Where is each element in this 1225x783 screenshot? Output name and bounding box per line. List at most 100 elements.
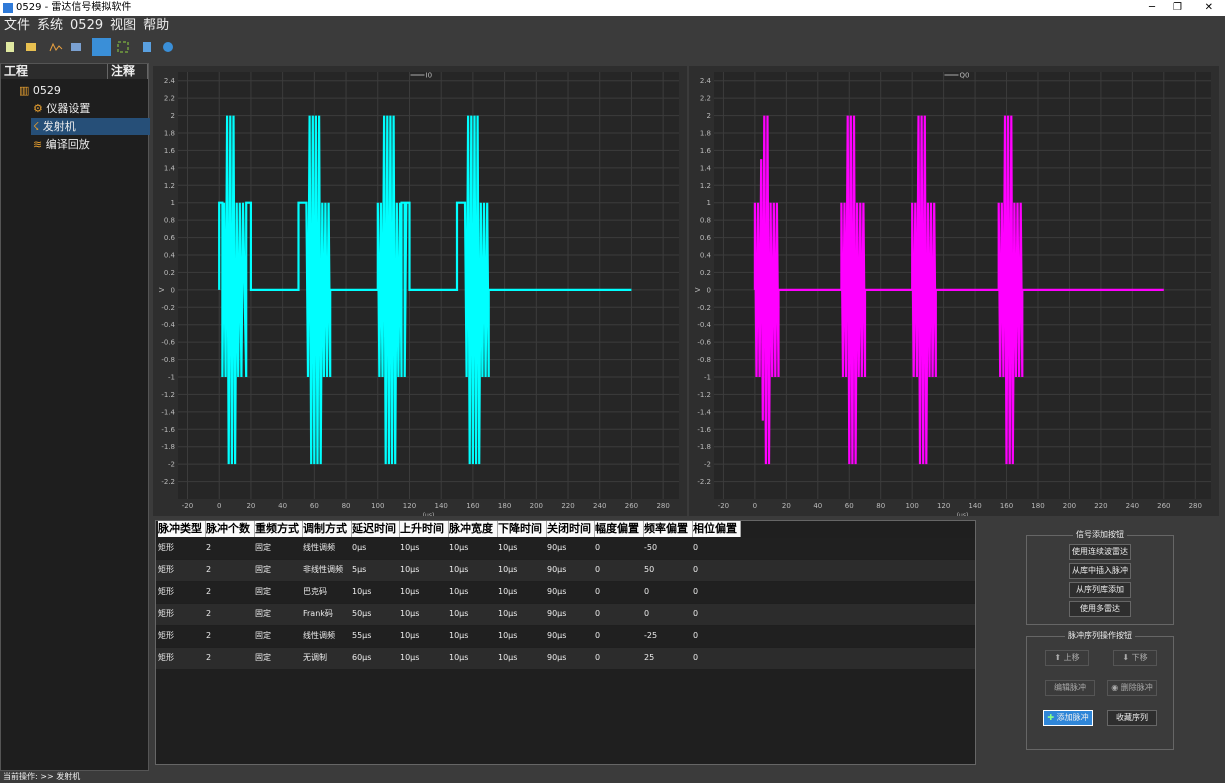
tree-item-label: 发射机 (42, 120, 76, 133)
y-tick-label: 1.4 (164, 164, 176, 172)
table-header: 相位偏置 (693, 521, 741, 537)
info-icon[interactable] (163, 42, 173, 52)
menu-item[interactable]: 视图 (110, 18, 137, 33)
table-cell: 10µs (498, 653, 518, 662)
menu-item[interactable]: 0529 (70, 18, 104, 33)
button[interactable]: ✚ 添加脉冲 (1043, 710, 1093, 726)
select-icon[interactable] (92, 38, 111, 56)
wave-icon[interactable] (49, 42, 63, 52)
table-cell: 10µs (400, 609, 420, 618)
chart-q: -2.2 -2 -1.8 -1.6 -1.4 -1.2 -1 -0.8 -0.6 -0.4 -0.2… (689, 66, 1219, 516)
table-row[interactable] (156, 538, 975, 559)
button[interactable]: ⬇ 下移 (1113, 650, 1157, 666)
table-cell: 0 (595, 653, 601, 662)
button[interactable]: 从库中插入脉冲 (1069, 563, 1131, 579)
x-tick-label: 140 (968, 502, 981, 510)
y-tick-label: 1 (171, 199, 175, 207)
table-cell: 固定 (255, 653, 271, 662)
y-tick-label: 0.8 (164, 217, 175, 225)
table-cell: 10µs (352, 587, 372, 596)
table-cell: 25 (644, 653, 655, 662)
menu-item[interactable]: 文件 (4, 18, 31, 33)
tree-item-selected[interactable]: ☇ 发射机 (31, 118, 150, 135)
y-axis-label: V (694, 287, 702, 292)
table-cell: -25 (644, 631, 658, 640)
table-cell: 0 (693, 631, 699, 640)
tree-header: 注释 (108, 64, 148, 79)
table-row[interactable] (156, 648, 975, 669)
table-cell: 矩形 (158, 565, 174, 574)
button-label: 删除脉冲 (1120, 683, 1153, 692)
y-tick-label: -1.6 (161, 426, 175, 434)
x-tick-label: 120 (937, 502, 950, 510)
tree-item-label: 编译回放 (45, 138, 90, 151)
y-tick-label: -0.4 (697, 321, 711, 329)
tree-item[interactable]: ≋ 编译回放 (33, 138, 90, 151)
fit-icon[interactable] (117, 41, 129, 53)
menu-item[interactable]: 系统 (37, 18, 64, 33)
y-tick-label: 2.4 (164, 77, 176, 85)
x-tick-label: 20 (782, 502, 791, 510)
y-tick-label: 1.2 (164, 182, 175, 190)
table-cell: 55µs (352, 631, 372, 640)
table-cell: 10µs (449, 631, 469, 640)
x-tick-label: 160 (1000, 502, 1013, 510)
button[interactable]: 从序列库添加 (1069, 582, 1131, 598)
table-row[interactable] (156, 560, 975, 581)
x-tick-label: 60 (845, 502, 854, 510)
save-icon[interactable] (143, 42, 151, 52)
y-tick-label: -1.4 (697, 408, 711, 416)
open-icon[interactable] (26, 43, 36, 51)
table-cell: 5µs (352, 565, 367, 574)
maximize-button[interactable]: ❐ (1173, 2, 1182, 13)
table-cell: 2 (206, 543, 212, 552)
new-icon[interactable] (6, 42, 14, 52)
table-cell: 矩形 (158, 631, 174, 640)
table-cell: 0 (644, 587, 650, 596)
y-tick-label: 0.6 (164, 234, 176, 242)
x-tick-label: 80 (342, 502, 351, 510)
button[interactable]: ◉ 删除脉冲 (1107, 680, 1157, 696)
status-value: >> 发射机 (40, 772, 81, 781)
table-header: 幅度偏置 (595, 521, 644, 537)
button[interactable]: ⬆ 上移 (1045, 650, 1089, 666)
tree-item[interactable]: ⚙ 仪器设置 (33, 102, 91, 115)
y-tick-label: -0.2 (697, 304, 711, 312)
menu-item[interactable]: 帮助 (143, 18, 170, 33)
x-tick-label: 180 (498, 502, 511, 510)
table-cell: 10µs (449, 653, 469, 662)
table-cell: 10µs (449, 587, 469, 596)
table-cell: 90µs (547, 609, 567, 618)
button[interactable]: 编辑脉冲 (1045, 680, 1095, 696)
toolbar-icons (6, 38, 173, 56)
close-button[interactable]: ✕ (1204, 2, 1213, 13)
y-tick-label: 0.4 (164, 252, 176, 260)
y-tick-label: 0.2 (700, 269, 711, 277)
tree-root[interactable]: ▥ 0529 (19, 84, 61, 97)
y-tick-label: 2.2 (164, 95, 175, 103)
button[interactable]: 使用连续波雷达 (1069, 544, 1131, 560)
x-tick-label: 260 (625, 502, 638, 510)
y-tick-label: 1 (707, 199, 711, 207)
table-header: 重频方式 (255, 521, 303, 537)
signal-line (753, 115, 1164, 465)
minimize-button[interactable]: ─ (1148, 2, 1155, 13)
table-cell: 矩形 (158, 587, 174, 596)
button[interactable]: 使用多雷达 (1069, 601, 1131, 617)
y-tick-label: -1 (704, 374, 711, 382)
table-cell: 90µs (547, 587, 567, 596)
table-row[interactable] (156, 604, 975, 625)
button[interactable]: 收藏序列 (1107, 710, 1157, 726)
y-tick-label: -1.6 (697, 426, 711, 434)
x-tick-label: 180 (1031, 502, 1044, 510)
x-tick-label: 140 (434, 502, 447, 510)
table-row[interactable] (156, 582, 975, 603)
table-cell: 0 (693, 587, 699, 596)
y-tick-label: -0.8 (697, 356, 711, 364)
export-icon[interactable] (71, 43, 81, 51)
table-row[interactable] (156, 626, 975, 647)
button-label: 添加脉冲 (1056, 713, 1089, 722)
table-header: 延迟时间 (352, 521, 400, 537)
table-cell: 90µs (547, 565, 567, 574)
group-title: 信号添加按钮 (1073, 530, 1127, 539)
